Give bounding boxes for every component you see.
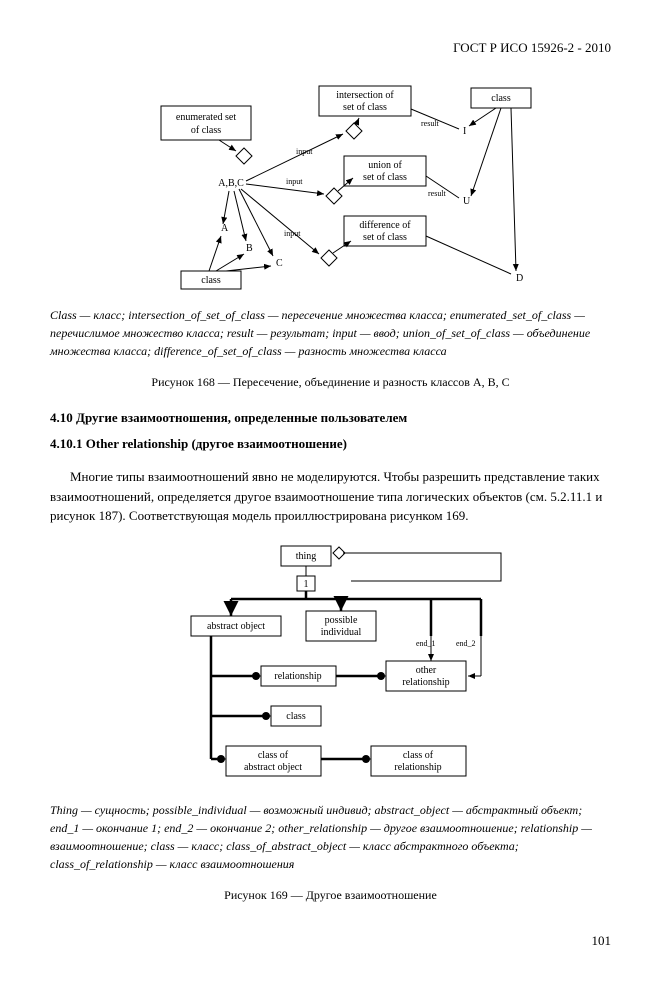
svg-text:set of class: set of class [343, 102, 387, 113]
section-4-10-heading: 4.10 Другие взаимоотношения, определенны… [50, 410, 611, 426]
svg-text:other: other [415, 665, 436, 676]
svg-text:end_2: end_2 [456, 639, 476, 648]
svg-text:abstract object: abstract object [243, 762, 301, 773]
svg-text:difference of: difference of [359, 220, 411, 231]
svg-text:class of: class of [402, 750, 433, 761]
svg-text:union of: union of [368, 160, 402, 171]
svg-text:class of: class of [257, 750, 288, 761]
svg-text:enumerated set: enumerated set [175, 112, 235, 123]
svg-text:end_1: end_1 [416, 639, 436, 648]
svg-text:intersection of: intersection of [336, 90, 394, 101]
svg-text:class: class [201, 275, 221, 286]
diagram-168: enumerated set of class intersection of … [50, 76, 611, 296]
svg-text:result: result [428, 189, 447, 198]
svg-text:set of class: set of class [363, 232, 407, 243]
svg-text:relationship: relationship [274, 671, 321, 682]
svg-text:possible: possible [324, 615, 357, 626]
svg-text:abstract object: abstract object [206, 621, 264, 632]
svg-text:input: input [296, 147, 313, 156]
svg-text:1: 1 [303, 579, 308, 590]
doc-header: ГОСТ Р ИСО 15926-2 - 2010 [50, 40, 611, 56]
svg-text:set of class: set of class [363, 172, 407, 183]
svg-text:individual: individual [320, 627, 361, 638]
svg-text:result: result [421, 119, 440, 128]
svg-text:input: input [286, 177, 303, 186]
svg-text:B: B [246, 243, 253, 254]
svg-text:relationship: relationship [402, 677, 449, 688]
svg-text:D: D [516, 273, 523, 284]
svg-text:class: class [286, 711, 306, 722]
diagram-169: thing 1 abstract object possible individ… [50, 541, 611, 791]
diagram-169-legend: Thing — сущность; possible_individual — … [50, 801, 611, 873]
subsection-4-10-1-heading: 4.10.1 Other relationship (другое взаимо… [50, 436, 611, 452]
svg-text:C: C [276, 258, 283, 269]
page-number: 101 [50, 933, 611, 949]
body-paragraph: Многие типы взаимоотношений явно не моде… [50, 467, 611, 526]
svg-text:A,B,C: A,B,C [218, 178, 244, 189]
diagram-168-caption: Рисунок 168 — Пересечение, объединение и… [50, 375, 611, 390]
svg-text:of class: of class [190, 125, 220, 136]
svg-text:A: A [221, 223, 229, 234]
diagram-169-caption: Рисунок 169 — Другое взаимоотношение [50, 888, 611, 903]
svg-text:I: I [463, 126, 466, 137]
diagram-168-legend: Class — класс; intersection_of_set_of_cl… [50, 306, 611, 360]
svg-text:relationship: relationship [394, 762, 441, 773]
svg-text:thing: thing [295, 551, 316, 562]
svg-text:class: class [491, 93, 511, 104]
svg-text:U: U [463, 196, 471, 207]
svg-text:input: input [284, 229, 301, 238]
